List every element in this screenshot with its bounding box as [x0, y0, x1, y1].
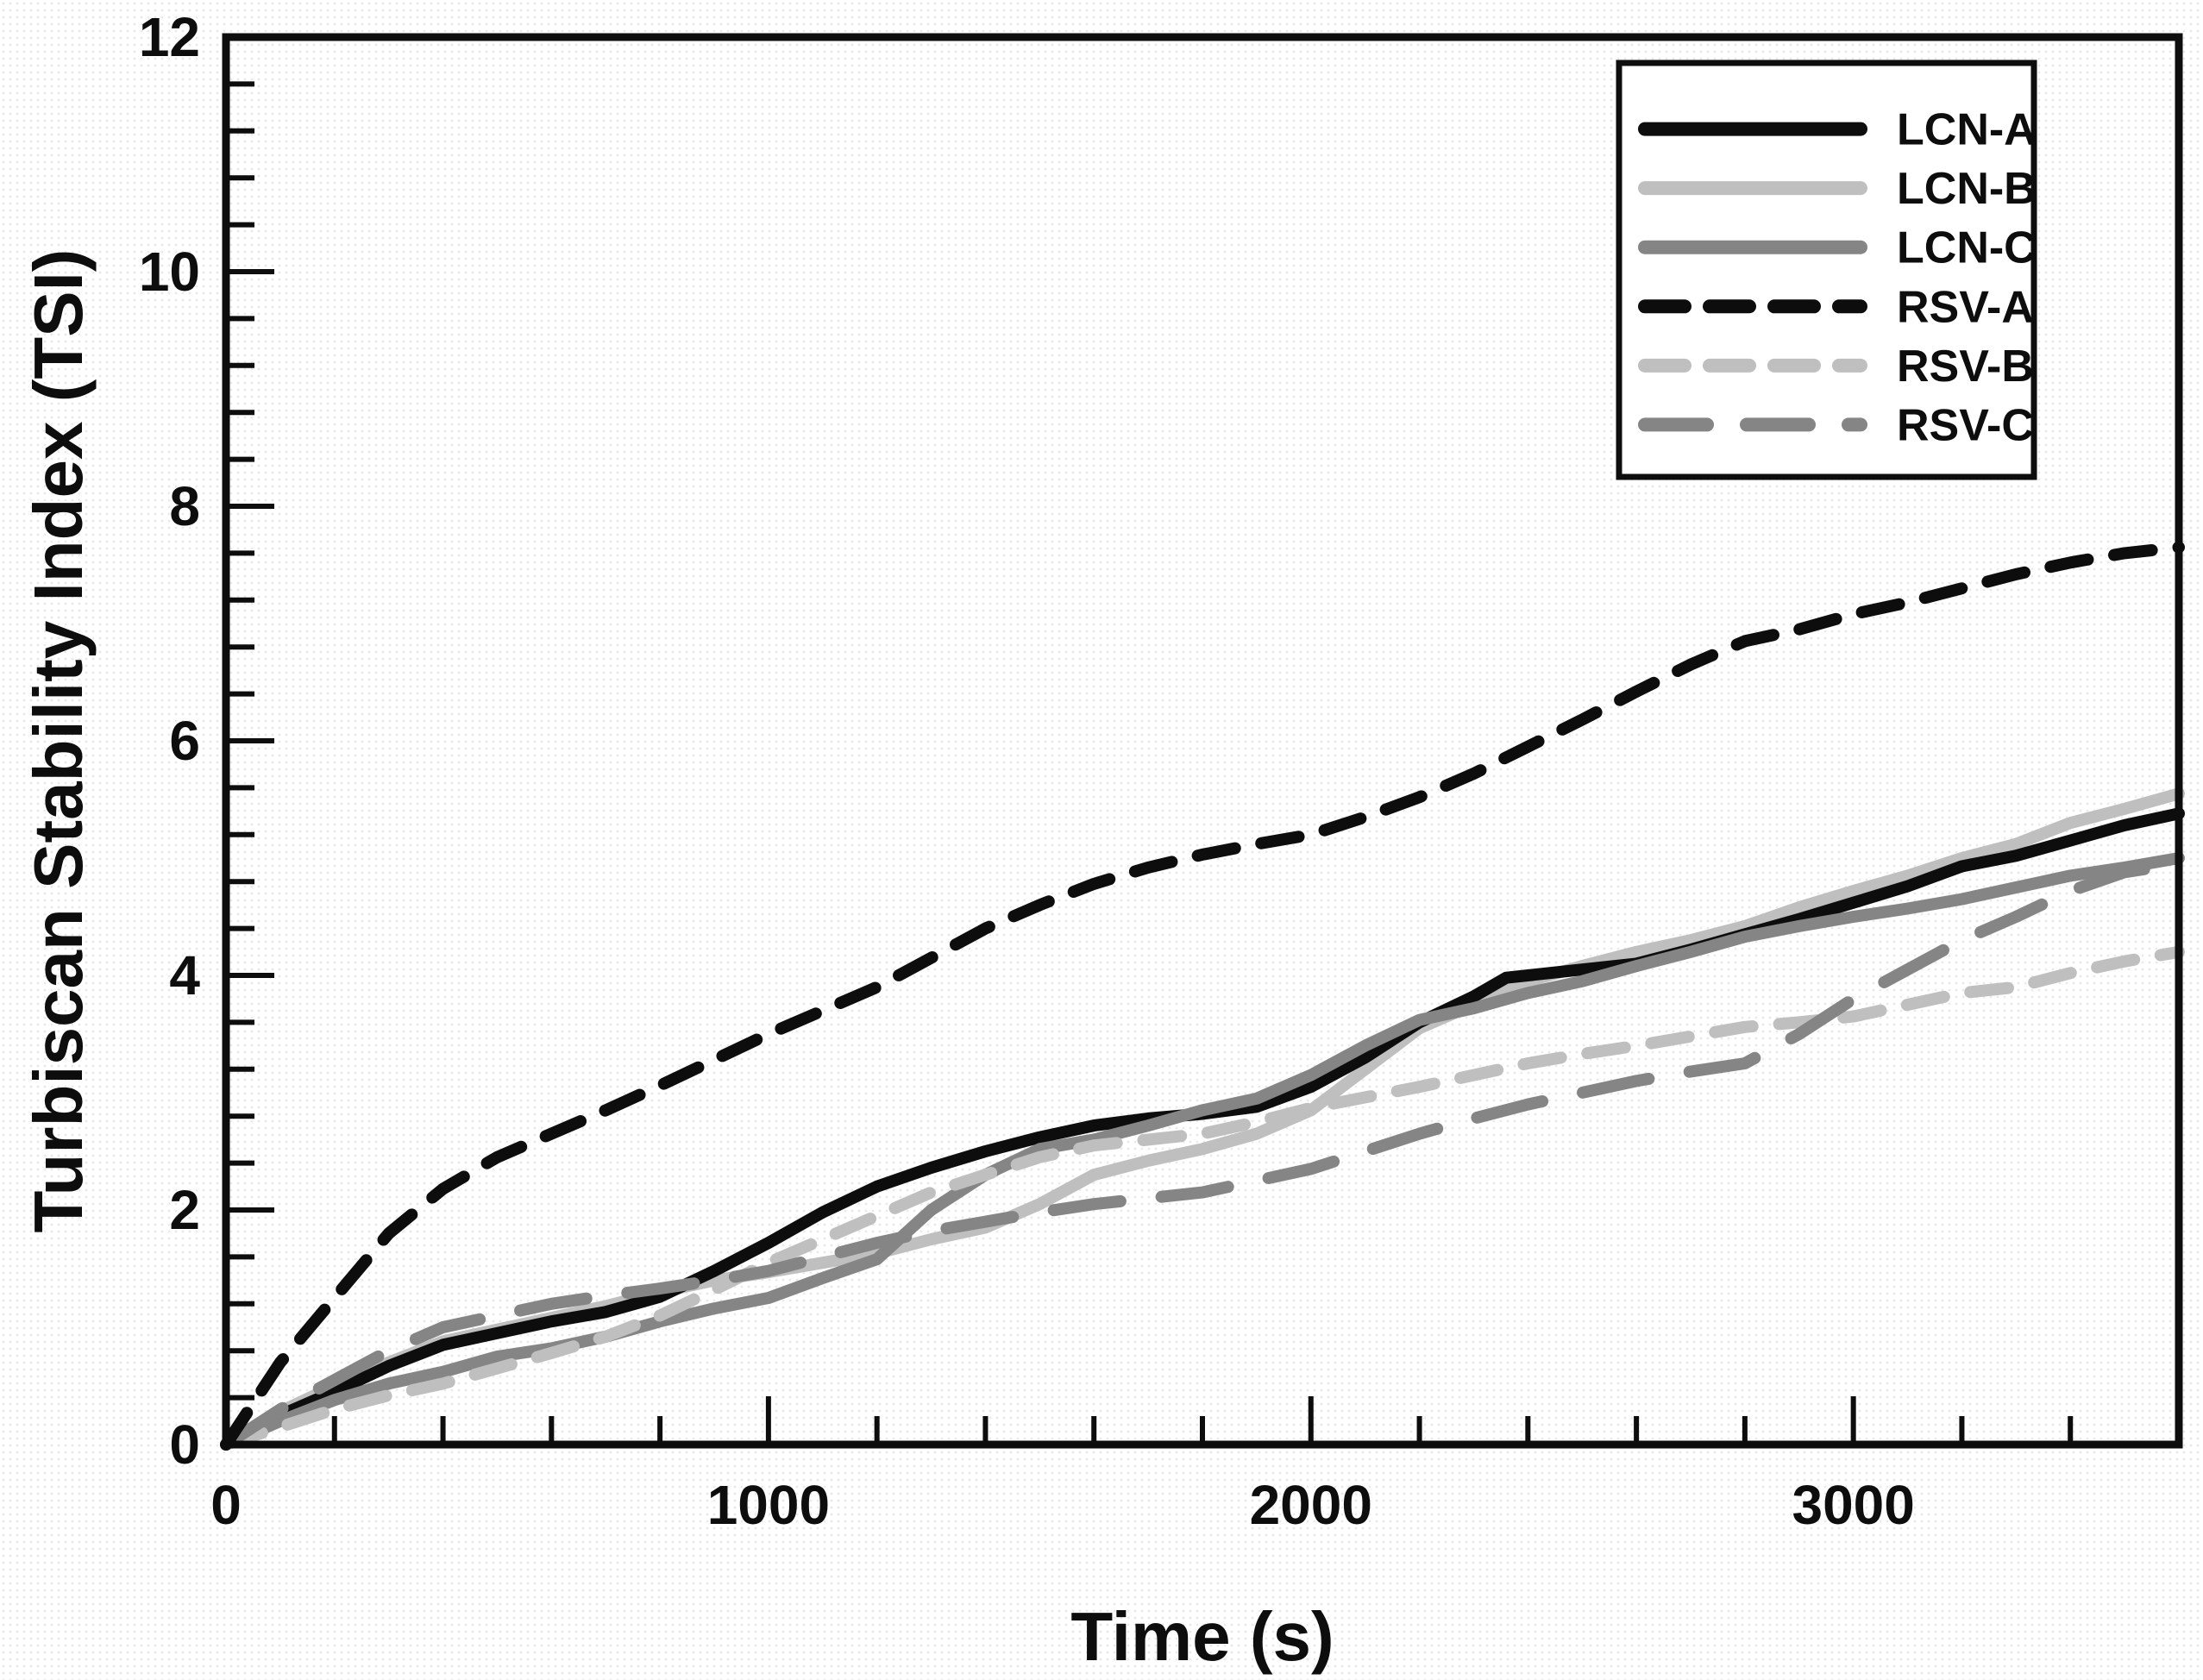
legend-item-rsv-c: RSV-C: [1638, 400, 2034, 450]
x-tick-label: 3000: [1792, 1474, 1914, 1536]
y-tick-label: 8: [169, 475, 200, 537]
data-curves: [220, 541, 2185, 1451]
y-tick-label: 0: [169, 1414, 200, 1476]
y-tick-label: 4: [169, 944, 200, 1006]
y-tick-label: 2: [169, 1179, 200, 1241]
tick-labels: 0 1000 2000 3000 0 2 4 6 8 10 12: [139, 6, 1915, 1536]
legend-label: RSV-A: [1897, 282, 2034, 332]
legend-label: LCN-B: [1897, 164, 2037, 214]
legend-label: LCN-A: [1897, 105, 2037, 155]
y-tick-label: 10: [139, 241, 200, 303]
legend-item-lcn-a: LCN-A: [1638, 105, 2037, 155]
x-tick-label: 2000: [1250, 1474, 1372, 1536]
axis-ticks: [223, 34, 2181, 1447]
plot-border: [222, 33, 2183, 1449]
y-axis-title: Turbiscan Stability Index (TSI): [20, 249, 97, 1233]
x-axis-title: Time (s): [1070, 1598, 1334, 1675]
x-tick-label: 1000: [707, 1474, 830, 1536]
legend-item-lcn-c: LCN-C: [1638, 223, 2037, 273]
series-rsv-a: [220, 541, 2185, 1451]
y-tick-label: 6: [169, 710, 200, 772]
legend-label: LCN-C: [1897, 223, 2037, 273]
legend: LCN-A LCN-B LCN-C RSV-A RSV-B RSV-C: [1616, 60, 2037, 480]
y-tick-label: 12: [139, 6, 200, 68]
legend-item-lcn-b: LCN-B: [1638, 164, 2037, 214]
legend-item-rsv-b: RSV-B: [1638, 342, 2034, 392]
series-rsv-c: [220, 857, 2185, 1451]
legend-label: RSV-B: [1897, 342, 2034, 392]
legend-item-rsv-a: RSV-A: [1638, 282, 2034, 332]
series-rsv-b: [220, 945, 2185, 1451]
x-tick-label: 0: [210, 1474, 242, 1536]
legend-label: RSV-C: [1897, 400, 2034, 450]
